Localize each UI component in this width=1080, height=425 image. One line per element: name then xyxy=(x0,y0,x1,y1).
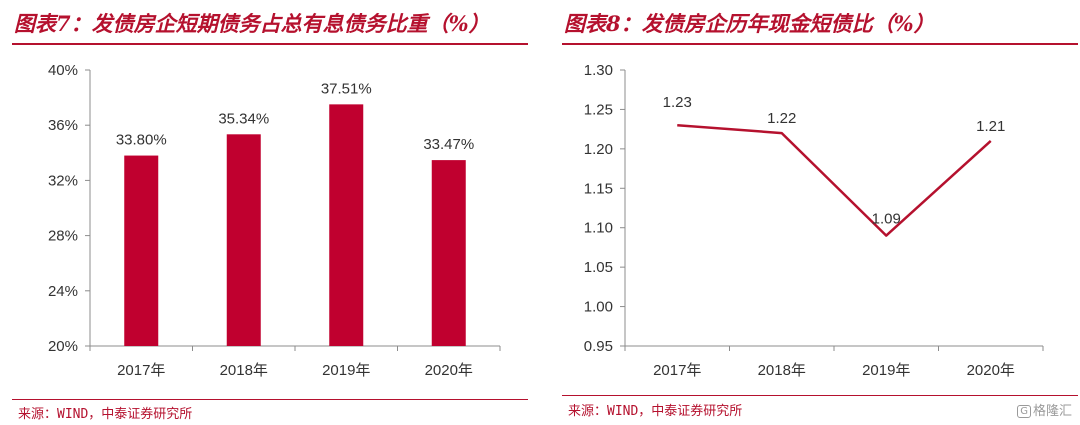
x-tick-label: 2020年 xyxy=(425,362,473,379)
data-label: 35.34% xyxy=(218,110,269,127)
bar xyxy=(431,160,466,346)
y-tick-label: 1.25 xyxy=(584,101,613,118)
line-chart: 0.95 1.00 1.05 1.10 1.15 1.20 1.25 1.30 1.23 2017… xyxy=(584,62,1044,379)
y-tick-label: 1.15 xyxy=(584,180,613,197)
series-line xyxy=(677,123,992,237)
y-tick-label: 1.10 xyxy=(584,220,613,237)
x-tick-label: 2018年 xyxy=(758,362,806,379)
x-tick-label: 2018年 xyxy=(220,362,268,379)
x-tick-label: 2017年 xyxy=(117,362,165,379)
data-label: 1.21 xyxy=(976,118,1005,135)
bar xyxy=(124,155,159,346)
bar xyxy=(329,104,364,346)
x-tick-label: 2017年 xyxy=(653,362,701,379)
data-label: 37.51% xyxy=(321,80,372,97)
bar-chart: 20% 24% 28% 32% 36% 40% 33.80% 2017年 35.34% 2018年… xyxy=(48,62,501,379)
data-label: 1.22 xyxy=(767,110,796,127)
y-tick-label: 36% xyxy=(48,117,78,134)
source-note: 来源：WIND，中泰证券研究所 xyxy=(568,404,743,419)
x-tick-label: 2019年 xyxy=(862,362,910,379)
source-divider xyxy=(562,395,1078,396)
y-tick-label: 1.20 xyxy=(584,141,613,158)
watermark: G 格隆汇 xyxy=(1017,400,1072,419)
line-chart-panel: 图表8：发债房企历年现金短债比（%） 0.95 1.00 1.05 1.10 1.15 1… xyxy=(550,0,1080,425)
source-divider xyxy=(12,399,528,400)
data-label: 33.80% xyxy=(116,132,167,149)
y-tick-label: 24% xyxy=(48,283,78,300)
y-tick-label: 1.05 xyxy=(584,259,613,276)
y-tick-label: 28% xyxy=(48,228,78,245)
data-label: 1.09 xyxy=(872,211,901,228)
data-label: 1.23 xyxy=(663,94,692,111)
x-tick-label: 2019年 xyxy=(322,362,370,379)
title-divider xyxy=(12,43,528,45)
bar xyxy=(226,134,261,346)
y-tick-label: 0.95 xyxy=(584,338,613,355)
data-label: 33.47% xyxy=(423,136,474,153)
y-tick-label: 40% xyxy=(48,62,78,79)
y-tick-label: 1.00 xyxy=(584,299,613,316)
chart-title: 图表8：发债房企历年现金短债比（%） xyxy=(564,11,935,36)
bar-chart-panel: 图表7：发债房企短期债务占总有息债务比重（%） 20% 24% 28% 32% 36% 4… xyxy=(0,0,530,425)
watermark-text: 格隆汇 xyxy=(1032,404,1072,419)
title-divider xyxy=(562,43,1078,45)
y-tick-label: 1.30 xyxy=(584,62,613,79)
chart-title: 图表7：发债房企短期债务占总有息债务比重（%） xyxy=(14,11,490,36)
y-tick-label: 32% xyxy=(48,172,78,189)
logo-icon: G xyxy=(1017,405,1031,418)
y-tick-label: 20% xyxy=(48,338,78,355)
source-note: 来源：WIND，中泰证券研究所 xyxy=(18,407,193,422)
x-tick-label: 2020年 xyxy=(967,362,1015,379)
